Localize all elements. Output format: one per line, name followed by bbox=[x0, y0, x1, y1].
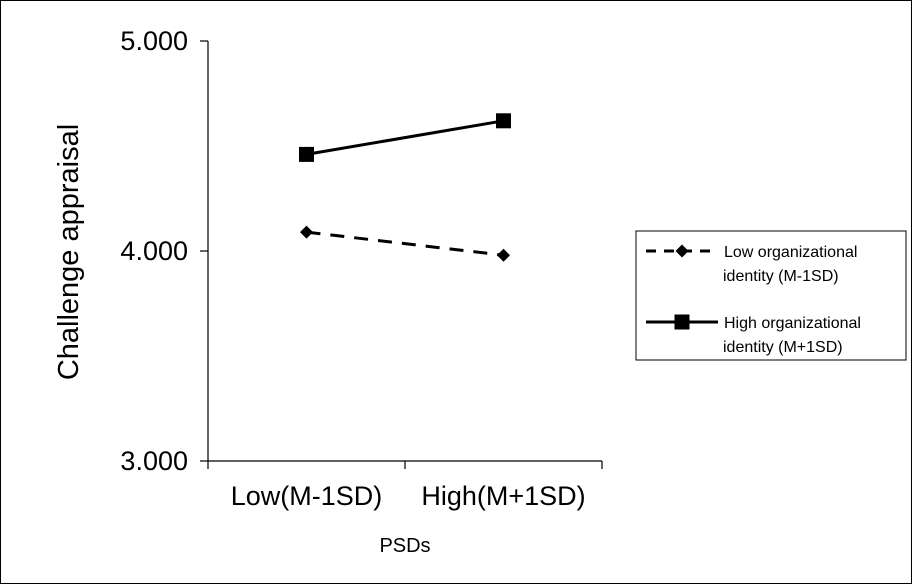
y-tick-label: 5.000 bbox=[120, 26, 188, 56]
x-tick-label: Low(M-1SD) bbox=[231, 481, 383, 511]
legend-label: Low organizational bbox=[724, 244, 857, 261]
legend-marker-square bbox=[674, 314, 690, 330]
series-line-low-identity bbox=[306, 230, 504, 257]
data-point-diamond bbox=[497, 248, 510, 262]
y-axis-title: Challenge appraisal bbox=[53, 124, 85, 380]
y-ticks: 3.000 4.000 5.000 bbox=[120, 26, 208, 476]
series-group bbox=[299, 113, 511, 262]
axes bbox=[207, 41, 602, 462]
y-tick-label: 4.000 bbox=[120, 236, 188, 266]
x-tick-label: High(M+1SD) bbox=[421, 481, 585, 511]
legend-label: identity (M+1SD) bbox=[723, 339, 843, 356]
x-axis-title: PSDs bbox=[379, 535, 430, 557]
series-line-high-identity bbox=[306, 119, 504, 156]
y-tick-label: 3.000 bbox=[120, 446, 188, 476]
legend: Low organizational identity (M-1SD) High o… bbox=[635, 230, 907, 361]
x-ticks: Low(M-1SD) High(M+1SD) bbox=[207, 461, 603, 511]
legend-label: High organizational bbox=[724, 315, 861, 332]
data-point-square bbox=[496, 113, 511, 129]
data-point-diamond bbox=[300, 225, 313, 239]
legend-marker-diamond bbox=[675, 244, 689, 258]
legend-label: identity (M-1SD) bbox=[723, 268, 839, 285]
data-point-square bbox=[299, 146, 314, 162]
